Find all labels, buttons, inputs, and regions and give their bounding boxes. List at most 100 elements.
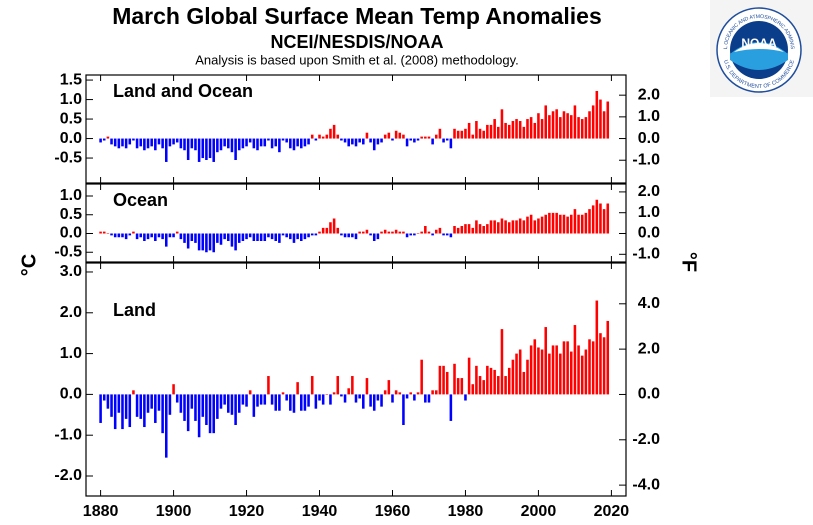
bar (183, 138, 186, 151)
bar (241, 394, 245, 405)
bar (248, 390, 252, 395)
bar (387, 380, 391, 395)
bar (259, 233, 263, 241)
bar (380, 231, 383, 234)
y-tick-label: -1.0 (54, 426, 82, 443)
bar (380, 394, 383, 407)
bar (128, 138, 132, 145)
bar (416, 392, 420, 395)
bar (500, 329, 504, 395)
bar (438, 227, 442, 234)
bar (110, 394, 113, 417)
bar (135, 394, 139, 417)
y2-axis-label: °F (678, 252, 700, 272)
bar (482, 130, 485, 139)
y-tick-label: 0.0 (60, 386, 82, 403)
bar (135, 233, 139, 240)
bar (117, 233, 121, 238)
bar (358, 138, 361, 143)
bar (121, 233, 124, 238)
bar (205, 233, 208, 253)
bar (117, 394, 121, 413)
bar (289, 138, 292, 149)
bar (478, 376, 482, 395)
bar (252, 394, 256, 417)
bar (493, 369, 496, 395)
bar (197, 233, 201, 251)
bar (526, 359, 529, 395)
bar (248, 233, 252, 238)
bar (343, 138, 347, 143)
bar (434, 134, 438, 139)
bar (343, 394, 347, 403)
bar (420, 136, 423, 139)
bar (453, 128, 456, 139)
bar (248, 138, 252, 143)
bar (321, 136, 325, 139)
bar (168, 394, 172, 415)
bar (205, 394, 208, 425)
y2-tick-label: -2.0 (632, 431, 660, 448)
bar (340, 233, 343, 236)
bar (602, 209, 606, 234)
bar (559, 353, 562, 395)
bar (347, 233, 350, 238)
panel-label: Ocean (113, 190, 168, 210)
y-tick-label: 3.0 (60, 263, 82, 280)
bar (135, 138, 139, 149)
bar (515, 220, 518, 234)
bar (113, 233, 117, 238)
bar (431, 390, 434, 395)
bar (573, 105, 577, 139)
bar (497, 222, 500, 234)
y-tick-label: 2.0 (60, 304, 82, 321)
bar (110, 138, 113, 145)
bar (402, 394, 405, 425)
bar (588, 209, 591, 234)
bar (270, 233, 274, 240)
bar (569, 214, 573, 234)
bar (139, 233, 143, 238)
bar (518, 218, 522, 234)
bar (102, 138, 106, 141)
bar (267, 376, 270, 395)
bar (493, 119, 496, 139)
bar (299, 394, 303, 411)
bar (424, 394, 427, 403)
bar (599, 99, 602, 139)
bar (139, 394, 143, 419)
bar (482, 226, 485, 234)
bar (354, 138, 358, 147)
bar (157, 138, 161, 145)
bar (175, 231, 179, 234)
bar (537, 347, 540, 395)
y2-tick-label: 0.0 (638, 386, 660, 403)
bar (143, 233, 146, 241)
bar (227, 233, 230, 241)
bar (369, 394, 372, 407)
bar (511, 220, 515, 234)
bar (394, 130, 398, 139)
bar (143, 394, 146, 428)
bar (332, 124, 336, 139)
bar (117, 138, 121, 149)
bar (332, 218, 336, 234)
bar (467, 357, 471, 395)
bar (588, 339, 591, 395)
bar (591, 341, 595, 395)
bar (263, 138, 267, 147)
bar (285, 394, 288, 401)
bar (380, 138, 383, 143)
bar (292, 394, 296, 413)
bar (376, 138, 380, 145)
bar (445, 371, 449, 395)
bar (522, 371, 526, 395)
bar (533, 339, 537, 395)
bar (227, 138, 230, 149)
bar (121, 394, 124, 430)
bar (128, 394, 132, 428)
bar (376, 233, 380, 240)
chart-title: March Global Surface Mean Temp Anomalies (112, 3, 602, 29)
bar (347, 138, 350, 147)
bar (150, 138, 153, 147)
